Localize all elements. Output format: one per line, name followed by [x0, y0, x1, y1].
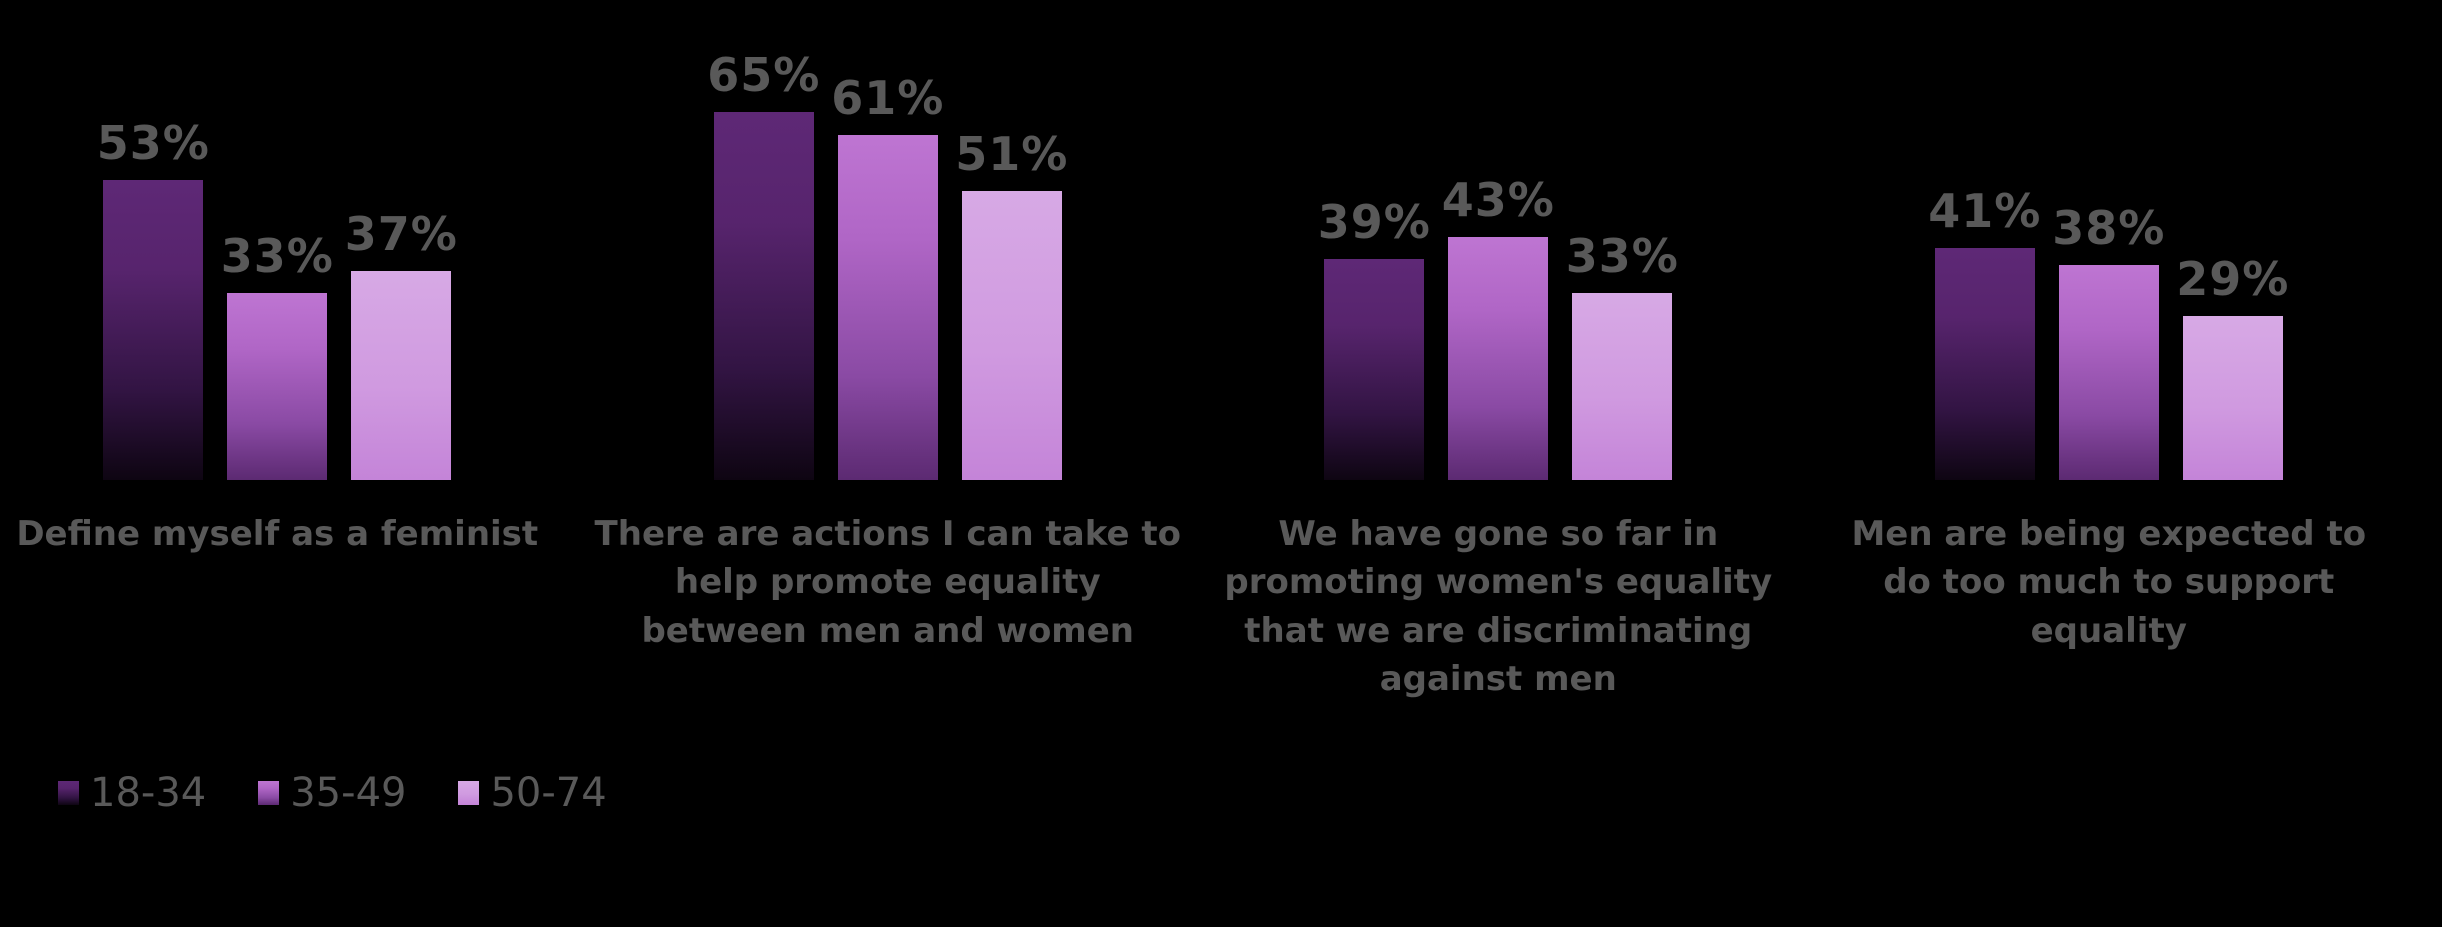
- bar-35-49: 43%: [1442, 173, 1554, 480]
- legend-label: 35-49: [290, 770, 407, 816]
- data-label: 41%: [1928, 184, 2042, 238]
- legend-item-50-74: 50-74: [458, 770, 607, 816]
- legend-swatch-icon: [258, 781, 280, 805]
- data-label: 38%: [2052, 201, 2166, 255]
- data-label: 29%: [2176, 252, 2290, 306]
- bar-cluster: 39% 43% 33%: [1318, 0, 1678, 480]
- legend-label: 18-34: [90, 770, 207, 816]
- bar-50-74: 33%: [1566, 229, 1678, 480]
- bar-50-74: 37%: [345, 207, 457, 480]
- legend-item-18-34: 18-34: [58, 770, 206, 816]
- category-label: We have gone so far in promoting women's…: [1224, 514, 1773, 699]
- bar-18-34: 39%: [1318, 195, 1430, 480]
- bar-35-49: 61%: [831, 71, 943, 480]
- data-label: 33%: [1565, 229, 1679, 283]
- bar-18-34: 65%: [707, 48, 819, 480]
- data-label: 51%: [955, 127, 1069, 181]
- bar-group: 39% 43% 33% We have gone so far in promotin…: [1193, 0, 1804, 703]
- bar-50-74: 51%: [955, 127, 1067, 480]
- data-label: 65%: [707, 48, 821, 102]
- data-label: 39%: [1317, 195, 1431, 249]
- data-label: 33%: [220, 229, 334, 283]
- category-label: Men are being expected to do too much to…: [1851, 514, 2367, 651]
- legend: 18-34 35-49 50-74: [58, 770, 607, 816]
- bar-group: 53% 33% 37% Define myself as a feminist: [0, 0, 583, 703]
- bar-18-34: 53%: [97, 116, 209, 480]
- bar-18-34: 41%: [1928, 184, 2040, 480]
- legend-item-35-49: 35-49: [258, 770, 406, 816]
- data-label: 53%: [96, 116, 210, 170]
- bar-35-49: 33%: [221, 229, 333, 480]
- bar-group: 65% 61% 51% There are actions I can take to…: [583, 0, 1194, 703]
- data-label: 61%: [831, 71, 945, 125]
- bar-groups-container: 53% 33% 37% Define myself as a feminist 65% 6…: [0, 0, 2415, 703]
- bar-35-49: 38%: [2052, 201, 2164, 480]
- legend-label: 50-74: [490, 770, 607, 816]
- bar-cluster: 53% 33% 37%: [97, 0, 457, 480]
- data-label: 43%: [1441, 173, 1555, 227]
- legend-swatch-icon: [458, 781, 480, 805]
- bar-cluster: 65% 61% 51%: [707, 0, 1067, 480]
- category-label: There are actions I can take to help pro…: [594, 514, 1181, 651]
- bar-50-74: 29%: [2176, 252, 2288, 480]
- bar-cluster: 41% 38% 29%: [1928, 0, 2288, 480]
- category-label: Define myself as a feminist: [16, 514, 539, 554]
- legend-swatch-icon: [58, 781, 79, 805]
- bar-group: 41% 38% 29% Men are being expected to do to…: [1804, 0, 2415, 703]
- data-label: 37%: [344, 207, 458, 261]
